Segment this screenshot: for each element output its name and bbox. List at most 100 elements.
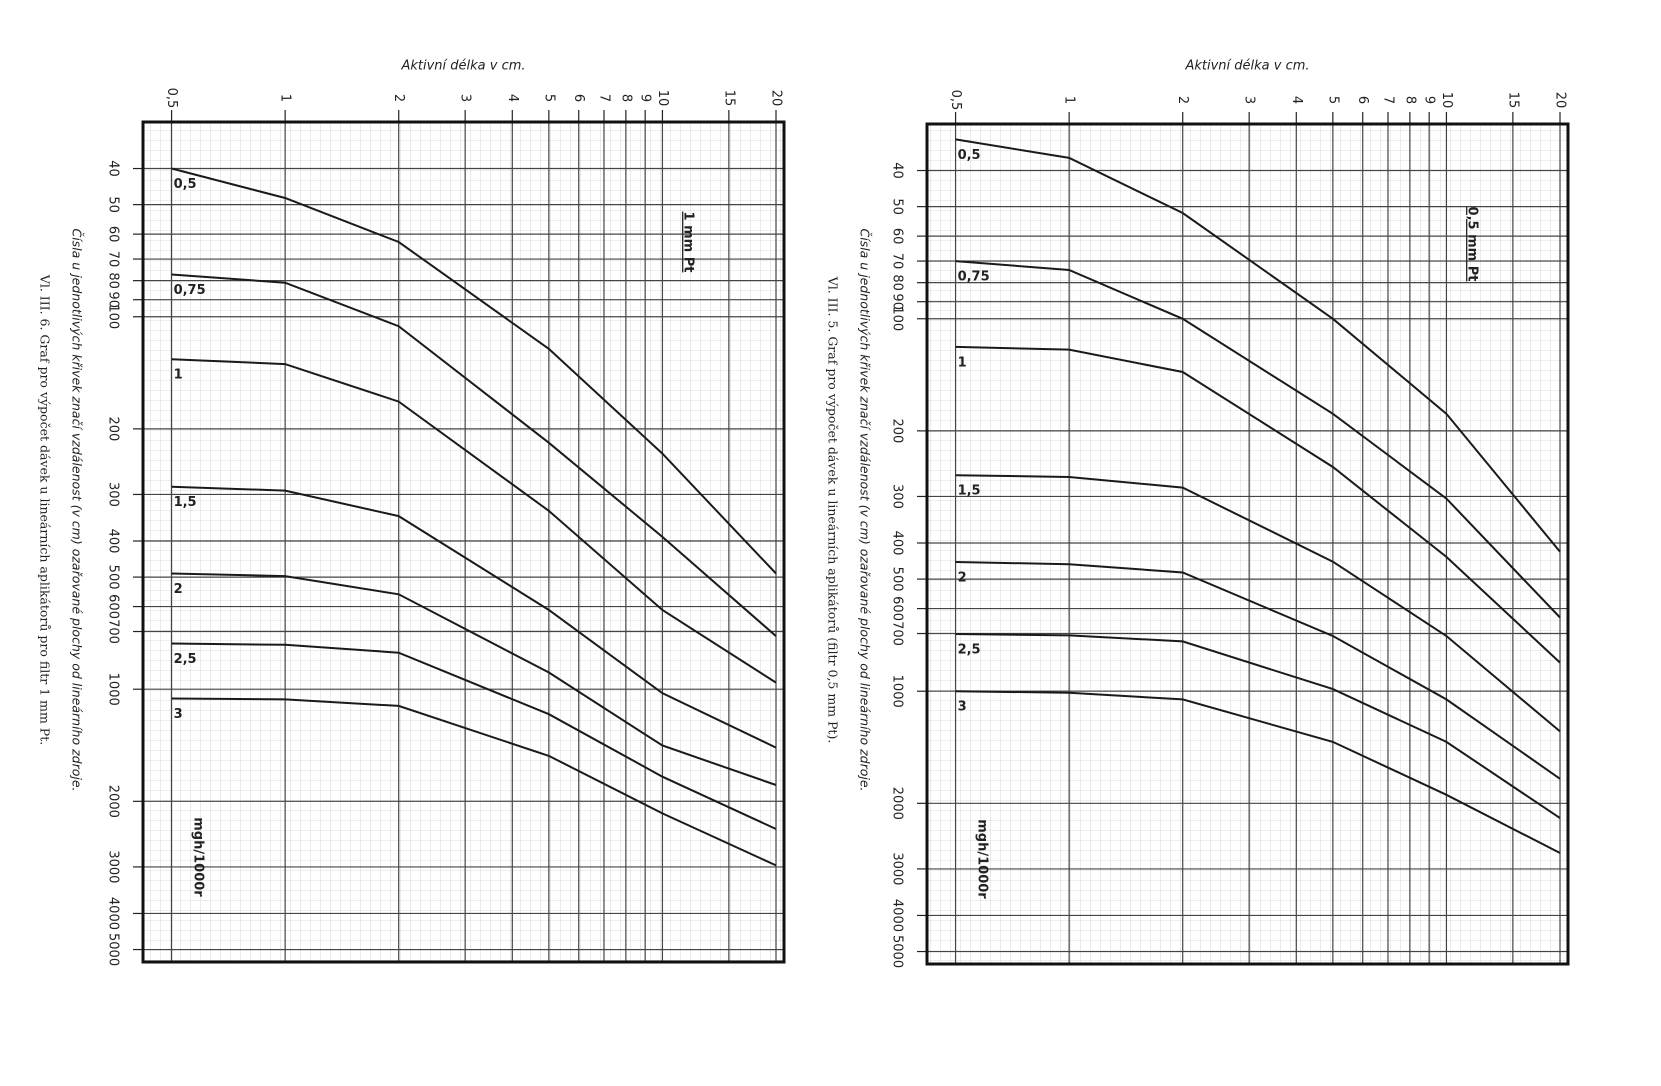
y-tick-label: 300: [890, 484, 905, 509]
caption: Čísla u jednotlivých křivek značí vzdále…: [858, 228, 873, 791]
curve-label: 1,5: [958, 484, 981, 499]
x-tick-label: 0,5: [948, 90, 963, 111]
y-tick-label: 500: [106, 565, 121, 590]
curve: [171, 358, 777, 684]
y-tick-label: 60: [106, 226, 121, 243]
x-tick-label: 1: [278, 94, 293, 102]
y-tick-label: 70: [106, 251, 121, 268]
x-axis-title: Aktivní délka v cm.: [400, 59, 525, 74]
y-tick-label: 100: [106, 304, 121, 329]
x-tick-label: 10: [655, 90, 670, 107]
x-tick-label: 9: [1422, 96, 1437, 104]
y-tick-label: 80: [890, 274, 905, 291]
y-tick-label: 5000: [890, 935, 905, 968]
y-tick-label: 3000: [890, 852, 905, 885]
curve-label: 1,5: [174, 495, 197, 510]
curve-label: 3: [958, 700, 967, 715]
curve: [955, 561, 1561, 780]
y-tick-label: 1000: [106, 673, 121, 706]
curve-label: 0,5: [958, 148, 981, 163]
x-tick-label: 2: [391, 94, 406, 102]
y-tick-label: 90: [890, 293, 905, 310]
graph-paper: [143, 122, 784, 962]
y-tick-label: 400: [106, 529, 121, 554]
curve-label: 0,75: [958, 270, 990, 285]
y-axis-title: mgh/1000r: [191, 817, 206, 897]
y-tick-label: 80: [106, 272, 121, 289]
x-tick-label: 8: [1402, 96, 1417, 104]
x-tick-label: 4: [1289, 96, 1304, 104]
curve-label: 0,75: [174, 283, 206, 298]
y-tick-label: 200: [106, 416, 121, 441]
x-tick-label: 5: [1325, 96, 1340, 104]
curve-label: 2: [958, 571, 967, 586]
curve-label: 2: [174, 582, 183, 597]
y-tick-label: 200: [890, 418, 905, 443]
y-tick-label: 2000: [890, 787, 905, 820]
curve-label: 3: [174, 707, 183, 722]
y-tick-label: 70: [890, 253, 905, 270]
x-tick-label: 5: [541, 94, 556, 102]
curve-label: 0,5: [174, 177, 197, 192]
x-tick-label: 15: [721, 90, 736, 107]
plot-frame: [141, 120, 786, 964]
curve: [171, 273, 777, 637]
y-tick-label: 90: [106, 291, 121, 308]
curve: [955, 690, 1561, 854]
y-tick-label: 500: [890, 567, 905, 592]
caption: Čísla u jednotlivých křivek značí vzdále…: [70, 228, 85, 791]
y-tick-label: 4000: [890, 899, 905, 932]
x-tick-label: 1: [1062, 96, 1077, 104]
x-tick-label: 3: [1242, 96, 1257, 104]
x-tick-label: 9: [638, 94, 653, 102]
y-tick-label: 1000: [890, 675, 905, 708]
y-tick-label: 50: [106, 196, 121, 213]
y-tick-label: 50: [890, 198, 905, 215]
panel-title: 1 mm Pt: [680, 212, 695, 273]
curve: [955, 633, 1561, 819]
x-tick-label: 4: [505, 94, 520, 102]
curve: [955, 260, 1561, 619]
curve: [171, 485, 777, 749]
y-tick-label: 3000: [106, 850, 121, 883]
y-tick-label: 100: [890, 306, 905, 331]
plot-frame: [925, 122, 1570, 966]
y-tick-label: 600: [890, 596, 905, 621]
curve: [171, 167, 777, 575]
curve: [171, 697, 777, 867]
y-tick-label: 700: [106, 619, 121, 644]
y-tick-label: 400: [890, 531, 905, 556]
x-tick-label: 8: [618, 94, 633, 102]
curve-label: 2,5: [174, 652, 197, 667]
x-tick-label: 3: [458, 94, 473, 102]
y-tick-label: 60: [890, 228, 905, 245]
x-tick-label: 2: [1175, 96, 1190, 104]
x-tick-label: 7: [1380, 96, 1395, 104]
x-tick-label: 20: [1553, 92, 1568, 109]
y-tick-label: 40: [890, 162, 905, 179]
x-tick-label: 20: [769, 90, 784, 107]
graph-paper: [927, 124, 1568, 964]
x-tick-label: 0,5: [164, 88, 179, 109]
x-tick-label: 6: [571, 94, 586, 102]
x-tick-label: 15: [1505, 92, 1520, 109]
panel-title: 0,5 mm Pt: [1464, 207, 1479, 282]
curve-label: 2,5: [958, 642, 981, 657]
figure-caption: Vl. III. 6. Graf pro výpočet dávek u lin…: [38, 274, 53, 745]
y-tick-label: 700: [890, 621, 905, 646]
x-axis-title: Aktivní délka v cm.: [1184, 59, 1309, 74]
curve: [171, 642, 777, 830]
y-tick-label: 40: [106, 160, 121, 177]
figure-caption: Vl. III. 5. Graf pro výpočet dávek u lin…: [826, 276, 841, 744]
curve-label: 1: [174, 368, 183, 383]
curve: [955, 345, 1561, 664]
y-tick-label: 300: [106, 482, 121, 507]
x-tick-label: 6: [1355, 96, 1370, 104]
y-tick-label: 600: [106, 594, 121, 619]
curve: [955, 474, 1561, 733]
y-tick-label: 5000: [106, 933, 121, 966]
y-tick-label: 2000: [106, 785, 121, 818]
curve: [171, 572, 777, 786]
curve-label: 1: [958, 355, 967, 370]
